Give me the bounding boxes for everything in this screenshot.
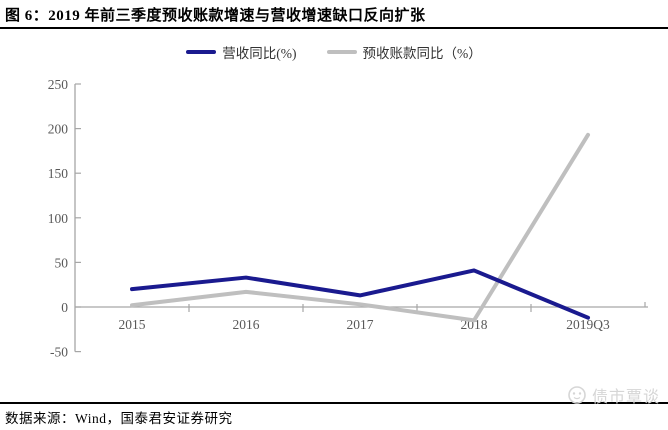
watermark: 债市覃谈	[567, 383, 660, 407]
y-tick-label: 100	[48, 211, 69, 226]
y-tick-label: 0	[61, 300, 68, 315]
legend-item-advance-receipts-yoy: 预收账款同比（%）	[326, 42, 482, 62]
legend-swatch-advance-receipts-yoy	[326, 50, 357, 54]
watermark-logo-icon	[568, 386, 586, 404]
legend-label-advance-receipts-yoy: 预收账款同比（%）	[362, 46, 482, 61]
y-tick-label: -50	[50, 345, 68, 360]
chart-legend: 营收同比(%) 预收账款同比（%）	[0, 42, 668, 62]
footer-divider	[0, 402, 668, 404]
x-tick-label: 2015	[119, 317, 146, 332]
legend-swatch-revenue-yoy	[186, 50, 217, 54]
watermark-text: 债市覃谈	[591, 389, 660, 406]
series-line-营收同比(%)	[130, 268, 590, 320]
series-line-预收账款同比（%）	[130, 132, 590, 323]
legend-label-revenue-yoy: 营收同比(%)	[222, 46, 297, 61]
y-tick-label: 50	[55, 255, 69, 270]
legend-item-revenue-yoy: 营收同比(%)	[186, 42, 297, 62]
x-tick-label: 2016	[233, 317, 260, 332]
title-divider	[0, 27, 668, 29]
data-source-note: 数据来源：Wind，国泰君安证券研究	[5, 411, 233, 426]
x-tick-label: 2019Q3	[566, 317, 610, 332]
y-tick-label: 250	[48, 77, 69, 92]
x-tick-label: 2017	[347, 317, 374, 332]
figure-title: 图 6：2019 年前三季度预收账款增速与营收增速缺口反向扩张	[5, 8, 426, 24]
y-tick-label: 200	[48, 122, 69, 137]
y-tick-label: 150	[48, 166, 69, 181]
